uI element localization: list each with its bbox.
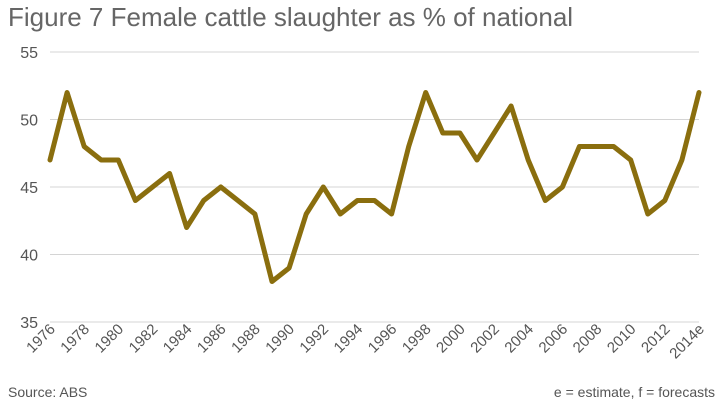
x-tick-label: 1978 (57, 321, 93, 357)
x-tick-label: 1980 (92, 321, 128, 357)
x-tick-label: 1992 (296, 321, 332, 357)
series-lines (47, 90, 702, 284)
y-axis-tick-labels: 35 40 45 50 55 (20, 45, 38, 332)
x-tick-label: 1984 (160, 321, 196, 357)
x-tick-label: 1988 (228, 321, 264, 357)
x-tick-label: 1996 (365, 321, 401, 357)
x-tick-label: 2004 (501, 321, 537, 357)
series-line-0 (47, 90, 702, 284)
x-tick-label: 2010 (604, 321, 640, 357)
x-tick-label: 2002 (467, 321, 503, 357)
legend-note: e = estimate, f = forecasts (553, 384, 715, 400)
x-tick-label: 1986 (194, 321, 230, 357)
x-axis-tick-labels: 1976197819801982198419861988199019921994… (23, 321, 708, 363)
x-tick-label: 2014e (666, 321, 708, 363)
x-tick-label: 1998 (399, 321, 435, 357)
x-tick-label: 1982 (126, 321, 162, 357)
x-tick-label: 1994 (331, 321, 367, 357)
y-tick-label: 50 (20, 113, 38, 130)
y-tick-label: 45 (20, 180, 38, 197)
x-tick-label: 2008 (570, 321, 606, 357)
y-tick-label: 40 (20, 248, 38, 265)
x-tick-label: 1990 (262, 321, 298, 357)
source-note: Source: ABS (8, 384, 88, 400)
x-tick-label: 2006 (536, 321, 572, 357)
x-tick-label: 2000 (433, 321, 469, 357)
chart-title: Figure 7 Female cattle slaughter as % of… (8, 2, 574, 32)
y-tick-label: 35 (20, 315, 38, 332)
grid-lines (50, 51, 699, 323)
y-tick-label: 55 (20, 45, 38, 62)
